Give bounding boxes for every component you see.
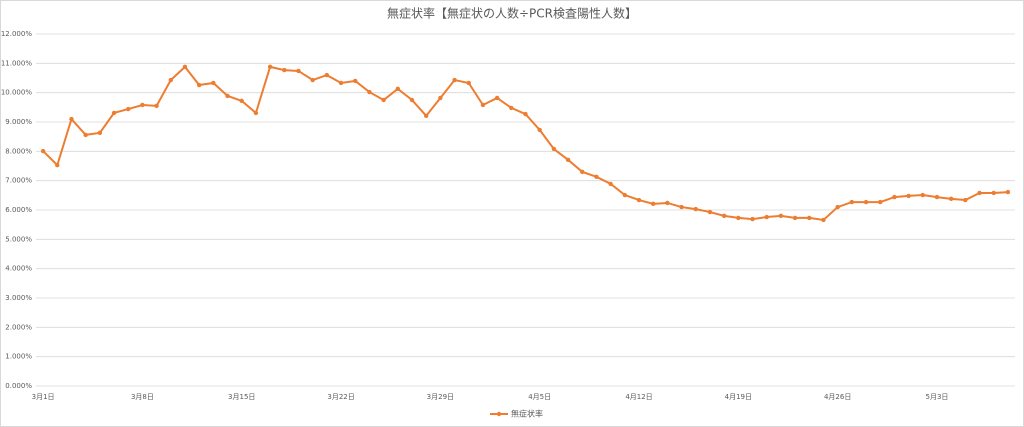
y-tick-label: 6.000%: [5, 206, 32, 214]
point: [182, 64, 188, 70]
point: [934, 194, 940, 200]
point: [679, 204, 684, 210]
point: [196, 82, 202, 88]
y-tick-label: 12.000%: [1, 30, 32, 38]
point: [154, 103, 159, 109]
point: [594, 174, 599, 180]
chart-title: 無症状率【無症状の人数÷PCR検査陽性人数】: [387, 6, 637, 21]
point: [849, 199, 855, 205]
point: [835, 204, 840, 210]
point: [991, 190, 996, 196]
point: [140, 102, 145, 108]
y-tick-label: 2.000%: [5, 323, 32, 331]
point: [707, 209, 713, 215]
point: [55, 162, 60, 168]
point: [636, 197, 642, 203]
point: [310, 77, 315, 83]
point: [1005, 189, 1011, 195]
point: [83, 132, 88, 138]
point: [111, 110, 117, 116]
x-tick-label: 4月26日: [824, 393, 851, 401]
x-tick-label: 4月5日: [528, 393, 551, 401]
point: [395, 86, 401, 92]
point: [721, 213, 727, 219]
point: [353, 78, 358, 84]
point: [324, 72, 330, 78]
point: [565, 157, 571, 163]
y-tick-label: 7.000%: [5, 177, 32, 185]
point: [69, 116, 74, 122]
y-tick-label: 11.000%: [1, 59, 32, 67]
point: [863, 199, 869, 205]
point: [239, 98, 244, 104]
x-tick-label: 4月12日: [625, 393, 652, 401]
point: [367, 89, 372, 95]
point: [551, 146, 557, 152]
point: [480, 102, 486, 108]
point: [948, 196, 954, 202]
point: [97, 130, 103, 136]
x-tick-label: 3月15日: [228, 393, 255, 401]
point: [267, 64, 273, 70]
point: [977, 190, 982, 196]
x-tick-label: 5月3日: [926, 393, 949, 401]
point: [750, 216, 755, 222]
legend-label: 無症状率: [511, 409, 543, 419]
point: [168, 77, 173, 83]
point: [253, 110, 259, 116]
y-tick-label: 5.000%: [5, 235, 32, 243]
point: [892, 194, 897, 200]
point: [778, 213, 784, 219]
y-tick-label: 9.000%: [5, 118, 32, 126]
point: [665, 200, 670, 206]
point: [338, 80, 344, 86]
y-tick-label: 10.000%: [1, 89, 32, 97]
point: [282, 67, 287, 73]
x-tick-label: 4月19日: [725, 393, 752, 401]
x-tick-label: 3月1日: [32, 393, 55, 401]
x-tick-label: 3月22日: [327, 393, 354, 401]
point: [409, 97, 415, 103]
y-tick-label: 1.000%: [5, 353, 32, 361]
point: [126, 106, 131, 112]
point: [423, 113, 429, 119]
point: [509, 105, 514, 111]
point: [878, 199, 883, 205]
y-tick-label: 3.000%: [5, 294, 32, 302]
point: [963, 197, 968, 203]
point: [466, 80, 471, 86]
point: [736, 215, 741, 221]
point: [580, 169, 585, 175]
point: [225, 93, 230, 99]
point: [438, 95, 443, 101]
point: [608, 181, 613, 187]
point: [920, 192, 925, 198]
point: [821, 217, 826, 223]
legend-marker: [496, 411, 502, 417]
point: [764, 214, 769, 220]
point: [906, 193, 911, 199]
point: [792, 215, 798, 221]
x-tick-label: 3月8日: [131, 393, 154, 401]
point: [807, 215, 812, 221]
point: [211, 80, 216, 86]
point: [381, 97, 386, 103]
point: [622, 192, 628, 198]
x-tick-label: 3月29日: [427, 393, 454, 401]
point: [650, 201, 656, 207]
point: [40, 148, 46, 154]
point: [523, 111, 528, 117]
point: [693, 206, 698, 212]
point: [494, 95, 500, 101]
y-tick-label: 0.000%: [5, 382, 32, 390]
y-tick-label: 8.000%: [5, 147, 32, 155]
point: [296, 68, 301, 74]
point: [452, 77, 457, 83]
point: [537, 127, 542, 133]
y-tick-label: 4.000%: [5, 265, 32, 273]
